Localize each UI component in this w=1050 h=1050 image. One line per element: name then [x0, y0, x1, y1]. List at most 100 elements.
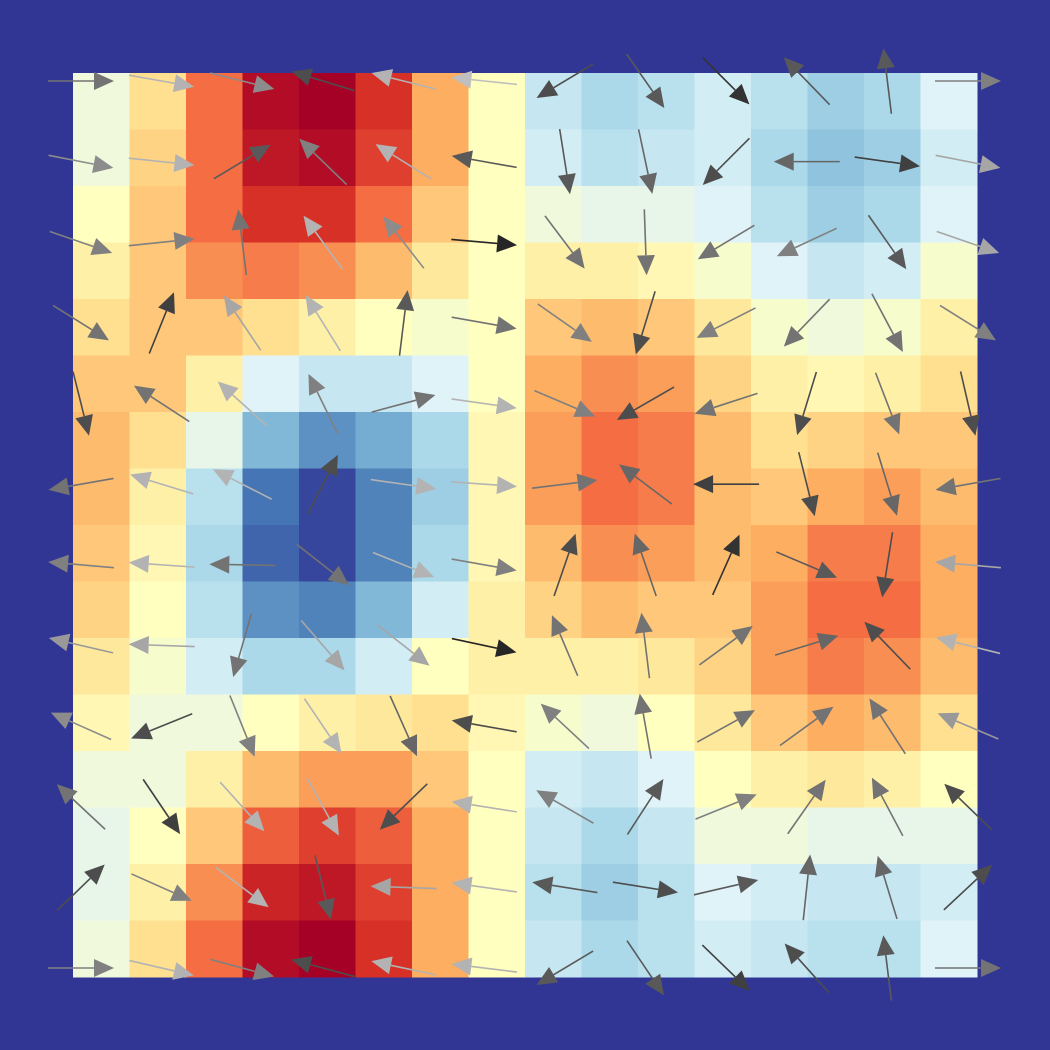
arrow-head — [291, 955, 313, 974]
heatmap-cell — [129, 355, 187, 413]
arrow — [383, 216, 425, 269]
arrow — [56, 784, 106, 830]
arrow-head — [496, 476, 518, 495]
arrow-shaft — [451, 558, 498, 568]
arrow-head — [413, 391, 436, 409]
arrow — [142, 778, 181, 835]
arrow — [370, 477, 437, 495]
heatmap-cell — [186, 864, 243, 921]
arrow-head — [694, 399, 717, 417]
arrow-head — [320, 454, 338, 477]
arrow — [389, 695, 418, 757]
arrow-head — [415, 477, 437, 495]
arrow — [540, 703, 590, 750]
arrow — [799, 854, 818, 921]
arrow — [451, 150, 517, 169]
arrow-head — [94, 959, 114, 977]
heatmap-cell — [73, 468, 130, 526]
heatmap-cell — [525, 920, 582, 978]
arrow — [396, 290, 415, 356]
heatmap-cell — [807, 299, 865, 356]
arrow — [212, 469, 273, 500]
arrow-head — [557, 173, 576, 195]
arrow — [217, 381, 268, 427]
heatmap-cell — [355, 129, 413, 187]
arrow-shaft — [871, 293, 895, 335]
heatmap-cell — [186, 468, 243, 526]
arrow-head — [169, 884, 192, 901]
arrow-shaft — [880, 794, 904, 837]
heatmap-cell — [242, 242, 300, 300]
arrow — [634, 612, 653, 679]
arrow — [871, 293, 903, 353]
arrow-shaft — [234, 311, 262, 351]
heatmap-cell — [525, 807, 582, 865]
arrow-shaft — [884, 67, 893, 114]
arrow-head — [371, 956, 393, 975]
arrow-shaft — [553, 63, 594, 89]
arrow — [48, 554, 114, 573]
heatmap-cell — [468, 581, 526, 639]
heatmap-cell — [412, 73, 469, 130]
arrow-shaft — [471, 965, 518, 973]
arrow — [296, 543, 349, 586]
arrow — [50, 712, 112, 741]
heatmap-cell — [186, 807, 243, 865]
heatmap-cell — [807, 581, 865, 639]
heatmap-cell — [73, 299, 130, 356]
arrow-shaft — [451, 637, 498, 649]
arrow — [787, 779, 826, 835]
heatmap-cell — [638, 186, 695, 243]
arrow — [693, 875, 759, 896]
arrow — [209, 555, 276, 574]
arrow — [797, 451, 819, 517]
heatmap-cell — [525, 638, 582, 695]
heatmap-cell — [581, 186, 639, 243]
arrow — [230, 613, 253, 678]
arrow — [874, 372, 901, 435]
arrow — [300, 620, 345, 671]
heatmap-cell — [694, 355, 752, 413]
heatmap-cell — [807, 864, 865, 921]
arrow — [370, 877, 437, 896]
arrow-shaft — [534, 389, 578, 410]
arrow-shaft — [959, 371, 972, 417]
arrow — [377, 624, 430, 666]
arrow-head — [327, 565, 349, 586]
arrow-head — [375, 144, 398, 163]
arrow-head — [451, 957, 473, 976]
heatmap-cell — [864, 920, 921, 978]
arrow-shaft — [128, 74, 175, 85]
arrow-shaft — [307, 472, 330, 514]
heatmap-cell — [638, 468, 695, 526]
heatmap-cell — [920, 299, 978, 356]
heatmap-cell — [186, 920, 243, 978]
arrow-head — [130, 471, 152, 489]
heatmap-cell — [581, 807, 639, 865]
arrow — [291, 955, 355, 978]
arrow-shaft — [303, 698, 331, 738]
arrow — [305, 294, 342, 352]
arrow-head — [799, 854, 818, 876]
heatmap-cell — [751, 299, 808, 356]
arrow-shaft — [612, 881, 659, 891]
arrow-head — [962, 414, 980, 436]
heatmap-cell — [807, 751, 865, 808]
arrow — [314, 855, 335, 920]
arrow-shaft — [52, 304, 93, 331]
arrow — [371, 391, 436, 413]
heatmap-cell — [186, 186, 243, 243]
arrow — [375, 144, 432, 180]
arrow-head — [128, 636, 149, 654]
arrow — [557, 128, 576, 195]
arrow — [935, 72, 1001, 90]
arrow — [291, 68, 355, 92]
arrow — [935, 477, 1001, 496]
heatmap-cell — [299, 807, 356, 865]
heatmap-cell — [412, 468, 469, 526]
heatmap-cell — [355, 638, 413, 695]
arrow-head — [238, 734, 256, 757]
heatmap-cell — [242, 186, 300, 243]
heatmap-cell — [751, 581, 808, 639]
arrow-head — [299, 138, 320, 160]
